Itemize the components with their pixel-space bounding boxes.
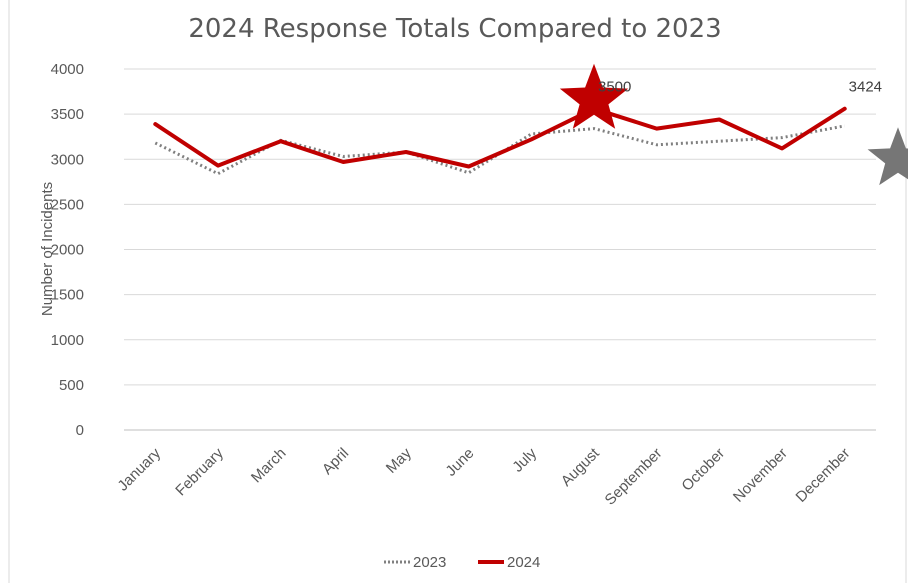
y-tick-label: 4000 [51, 61, 84, 78]
y-tick-label: 500 [59, 377, 84, 394]
data-label-december: 3424 [849, 79, 882, 96]
y-tick-label: 1000 [51, 332, 84, 349]
star-annotation-december [867, 127, 908, 186]
y-axis-label: Number of Incidents [39, 182, 56, 316]
series-line-2024 [153, 106, 847, 169]
chart-title: 2024 Response Totals Compared to 2023 [188, 14, 721, 44]
legend-label-2023: 2023 [413, 554, 446, 571]
y-tick-label: 1500 [51, 287, 84, 304]
y-tick-label: 2000 [51, 242, 84, 259]
annotations [559, 63, 908, 186]
y-tick-labels: 0 500 1000 1500 2000 2500 3000 3500 4000 [51, 61, 84, 439]
y-tick-label: 2500 [51, 196, 84, 213]
series-lines [153, 106, 847, 176]
star-annotation-august [559, 63, 629, 129]
gridlines [124, 68, 876, 431]
y-tick-label: 3500 [51, 106, 84, 123]
legend-label-2024: 2024 [507, 554, 540, 571]
data-label-august: 3500 [598, 79, 631, 96]
y-tick-label: 0 [76, 422, 84, 439]
data-labels: 3500 3424 [598, 79, 882, 96]
legend: 2023 2024 [384, 554, 540, 571]
y-tick-label: 3000 [51, 151, 84, 168]
